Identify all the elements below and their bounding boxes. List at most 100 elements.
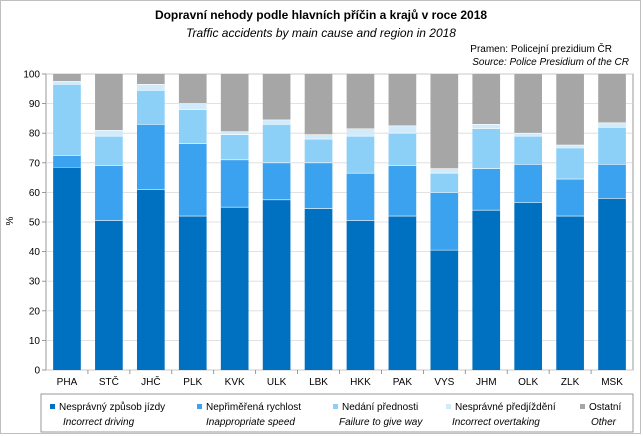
- legend-label-en: Failure to give way: [339, 417, 423, 428]
- bar-segment: [304, 74, 333, 135]
- source-en: Source: Police Presidium of the CR: [472, 57, 629, 68]
- y-tick-label: 100: [23, 70, 40, 81]
- bar-segment: [598, 127, 626, 165]
- legend-label: Nepřiměřená rychlost: [206, 402, 301, 413]
- bar-segment: [262, 162, 291, 200]
- chart-title: Dopravní nehody podle hlavních příčin a …: [155, 8, 487, 22]
- x-tick-label: VYS: [434, 377, 454, 388]
- bar-segment: [304, 162, 333, 209]
- bar-segment: [220, 159, 249, 208]
- bar-segment: [53, 81, 81, 85]
- grid-layer: [45, 73, 634, 371]
- x-tick-label: PLK: [183, 377, 202, 388]
- legend-label-en: Other: [591, 417, 617, 428]
- x-tick-label: MSK: [601, 377, 623, 388]
- bar-segment: [472, 210, 501, 370]
- bar-segment: [220, 74, 249, 132]
- bar-segment: [346, 128, 375, 137]
- x-tick-label: PAK: [393, 377, 413, 388]
- y-tick-label: 0: [34, 366, 40, 377]
- legend-label-en: Incorrect overtaking: [452, 417, 540, 428]
- bar-segment: [598, 74, 626, 123]
- bar-segment: [598, 164, 626, 199]
- bar-segment: [598, 122, 626, 128]
- bar-segment: [388, 125, 417, 134]
- y-tick-label: 40: [29, 247, 41, 258]
- legend-label: Nedání přednosti: [342, 402, 418, 413]
- bar-segment: [53, 155, 81, 168]
- legend-swatch: [333, 404, 338, 409]
- legend-swatch: [50, 404, 55, 409]
- y-tick-label: 20: [29, 306, 41, 317]
- bar-segment: [136, 74, 165, 85]
- bar-segment: [556, 145, 584, 148]
- y-tick-label: 50: [29, 218, 41, 229]
- bar-segment: [430, 168, 459, 174]
- bar-segment: [95, 136, 123, 166]
- x-tick-label: JHM: [476, 377, 497, 388]
- bar-segment: [556, 74, 584, 146]
- bar-segment: [472, 74, 501, 125]
- bar-segment: [514, 74, 543, 134]
- bar-segment: [388, 165, 417, 217]
- chart-subtitle: Traffic accidents by main cause and regi…: [186, 26, 456, 40]
- bar-segment: [95, 165, 123, 221]
- bar-segment: [178, 143, 207, 217]
- bar-segment: [556, 179, 584, 217]
- bar-segment: [556, 216, 584, 370]
- y-tick-label: 80: [29, 129, 41, 140]
- legend-label-en: Inappropriate speed: [206, 417, 295, 428]
- bar-segment: [430, 250, 459, 370]
- bar-segment: [430, 74, 459, 169]
- x-tick-label: STČ: [99, 375, 119, 388]
- bar-segment: [220, 207, 249, 370]
- bar-segment: [556, 148, 584, 180]
- bar-segment: [304, 208, 333, 370]
- y-tick-label: 60: [29, 188, 41, 199]
- bar-segment: [514, 136, 543, 165]
- bar-segment: [388, 74, 417, 126]
- x-tick-label: HKK: [350, 377, 371, 388]
- bar-segment: [178, 103, 207, 110]
- x-tick-label: LBK: [309, 377, 328, 388]
- bar-segment: [262, 199, 291, 370]
- bar-segment: [514, 133, 543, 137]
- bar-segment: [95, 130, 123, 137]
- bar-segment: [430, 192, 459, 251]
- y-tick-label: 70: [29, 158, 41, 169]
- bar-segment: [136, 90, 165, 125]
- bar-segment: [514, 164, 543, 203]
- bar-segment: [472, 128, 501, 169]
- legend-label-en: Incorrect driving: [63, 417, 135, 428]
- bar-segment: [472, 124, 501, 129]
- bar-segment: [388, 133, 417, 166]
- bar-segment: [220, 131, 249, 135]
- legend-swatch: [197, 404, 202, 409]
- bar-segment: [136, 84, 165, 91]
- legend-swatch: [580, 404, 585, 409]
- x-tick-label: OLK: [518, 377, 538, 388]
- bar-segment: [178, 109, 207, 144]
- bar-segment: [346, 220, 375, 370]
- legend-swatch: [446, 404, 451, 409]
- bar-segment: [262, 124, 291, 163]
- bar-segment: [53, 167, 81, 370]
- bar-segment: [346, 74, 375, 129]
- y-tick-label: 90: [29, 99, 41, 110]
- bar-segment: [346, 173, 375, 221]
- bar-segment: [95, 74, 123, 131]
- bar-segment: [262, 74, 291, 120]
- bar-segment: [304, 139, 333, 163]
- bar-segment: [53, 74, 81, 82]
- y-tick-label: 30: [29, 277, 41, 288]
- bar-segment: [220, 134, 249, 160]
- bar-layer: [53, 74, 626, 370]
- bar-segment: [514, 202, 543, 370]
- legend-label: Nesprávné předjíždění: [455, 402, 556, 413]
- bar-segment: [304, 134, 333, 140]
- x-tick-label: ULK: [267, 377, 287, 388]
- legend-label: Nesprávný způsob jízdy: [59, 401, 165, 413]
- x-tick-label: PHA: [57, 377, 78, 388]
